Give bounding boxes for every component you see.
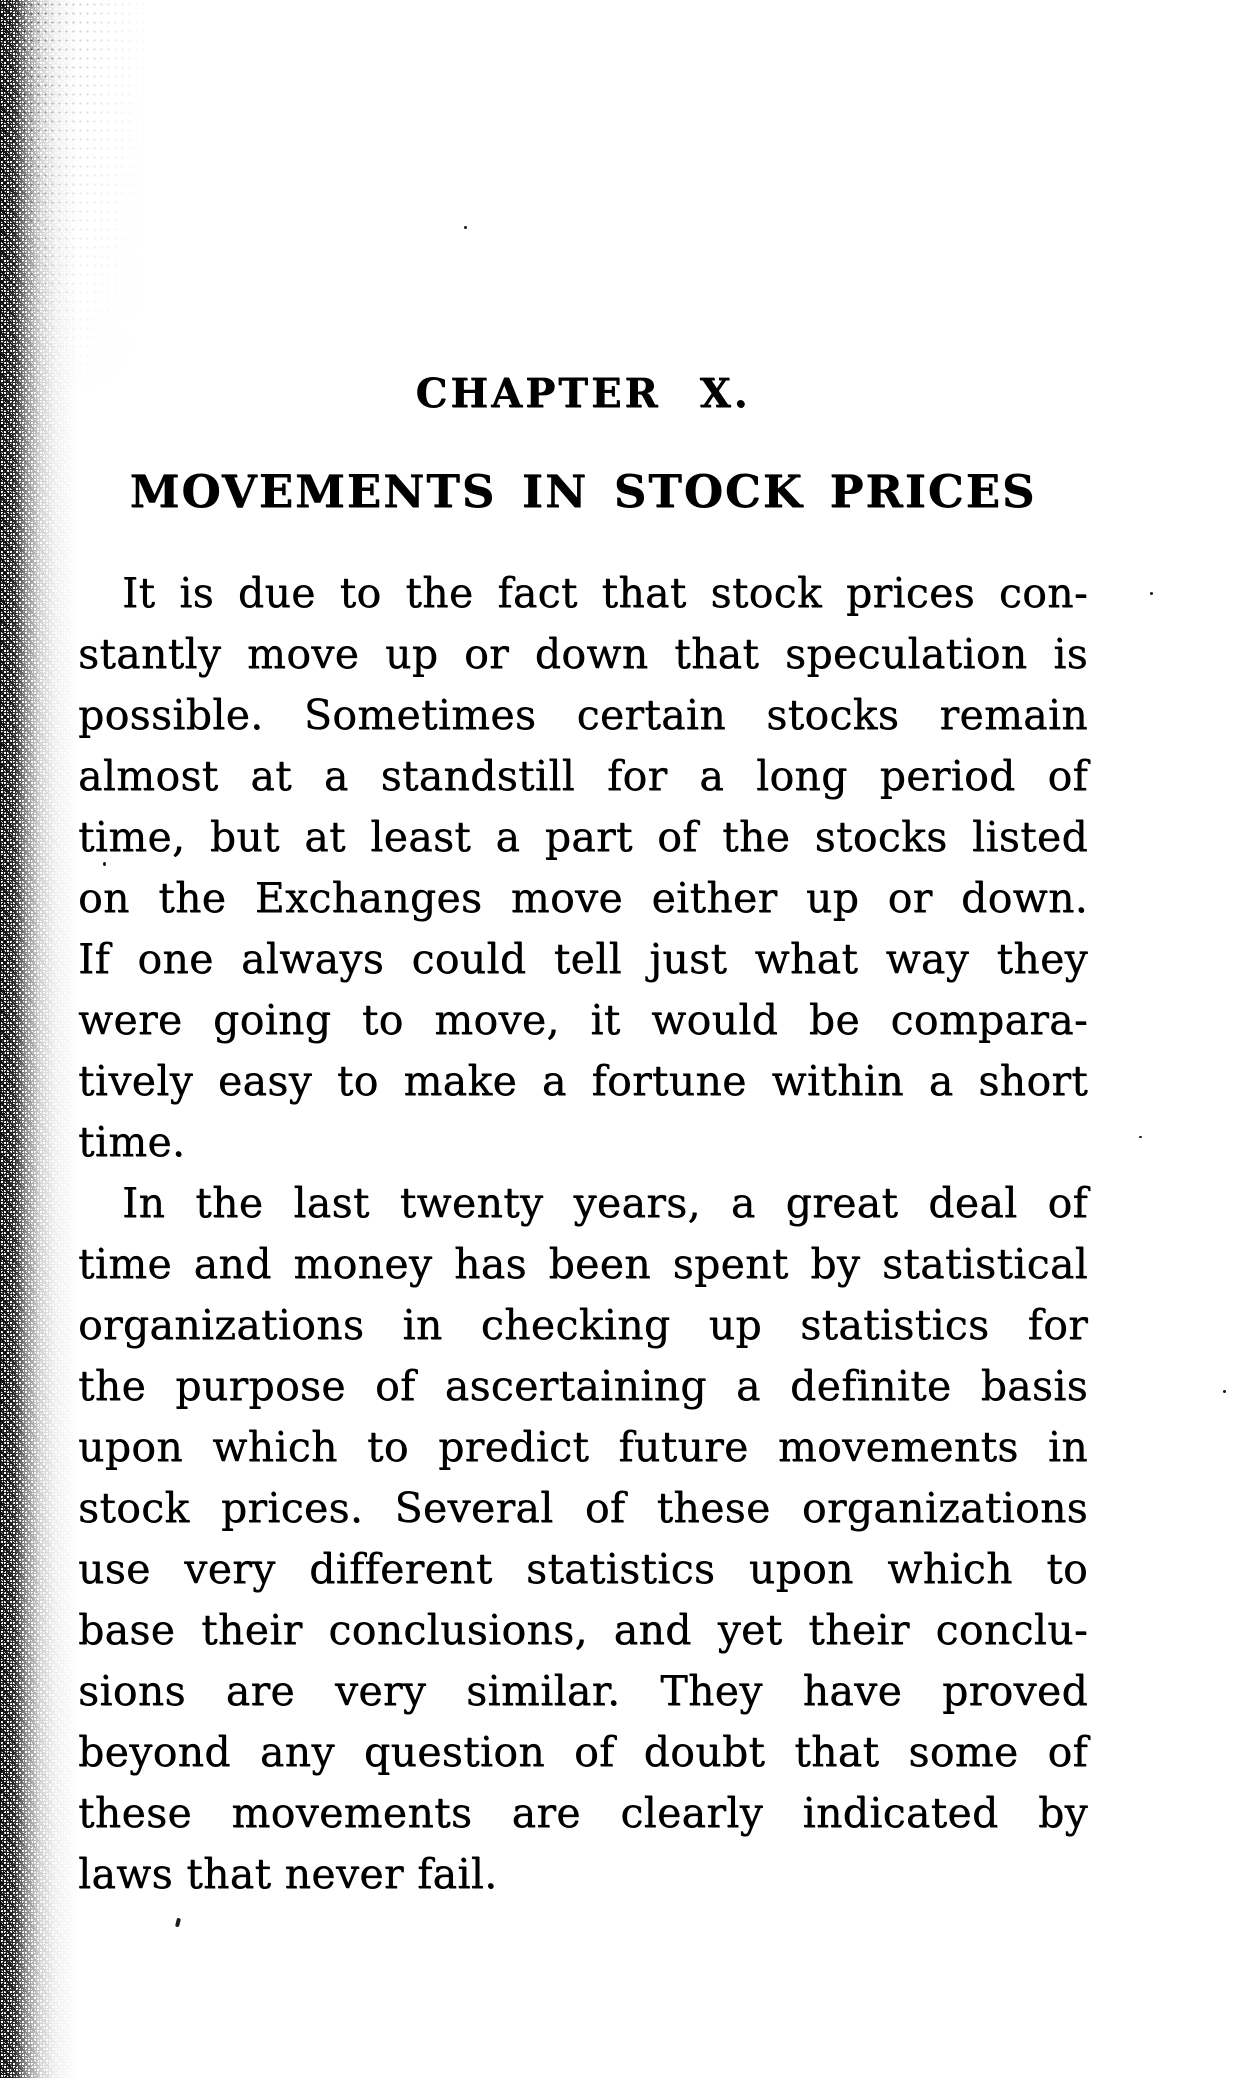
chapter-heading: CHAPTER X. [415,370,751,417]
paragraph: In the last twenty years, a great deal o… [78,1173,1088,1905]
page-content: CHAPTER X. MOVEMENTS IN STOCK PRICES It … [78,0,1088,1905]
scan-speck [103,862,106,866]
text-line: time. [78,1118,186,1166]
text-line: base their conclusions, and yet their co… [78,1606,1088,1654]
text-line: It is due to the fact that stock prices … [122,569,1088,617]
body-text: It is due to the fact that stock prices … [78,563,1088,1905]
text-line: on the Exchanges move either up or down. [78,874,1088,922]
text-line: laws that never fail. [78,1850,498,1898]
text-line: If one always could tell just what way t… [78,935,1088,983]
text-line: organizations in checking up statistics … [78,1301,1088,1349]
text-line: beyond any question of doubt that some o… [78,1728,1088,1776]
text-line: possible. Sometimes certain stocks remai… [78,691,1088,739]
paragraph: It is due to the fact that stock prices … [78,563,1088,1173]
text-line: use very different statistics upon which… [78,1545,1088,1593]
scan-speck [1150,592,1153,595]
scan-speck [464,226,467,229]
scan-speck [1223,1390,1226,1393]
chapter-title: MOVEMENTS IN STOCK PRICES [129,465,1037,518]
text-line: In the last twenty years, a great deal o… [122,1179,1088,1227]
text-line: tively easy to make a fortune within a s… [78,1057,1088,1105]
text-line: time and money has been spent by statist… [78,1240,1088,1288]
scan-noise-top-left [0,0,170,420]
text-line: the purpose of ascertaining a definite b… [78,1362,1088,1410]
text-line: almost at a standstill for a long period… [78,752,1088,800]
text-line: time, but at least a part of the stocks … [78,813,1088,861]
scan-speck [1139,1136,1142,1138]
text-line: upon which to predict future movements i… [78,1423,1088,1471]
text-line: were going to move, it would be compara- [78,996,1088,1044]
text-line: stock prices. Several of these organizat… [78,1484,1088,1532]
text-line: these movements are clearly indicated by [78,1789,1088,1837]
scan-speck [174,1917,182,1928]
text-line: stantly move up or down that speculation… [78,630,1088,678]
text-line: sions are very similar. They have proved [78,1667,1088,1715]
